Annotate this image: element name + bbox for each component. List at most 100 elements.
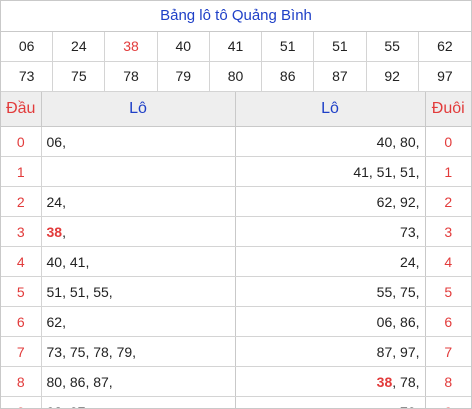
lo-number: 41 <box>69 253 86 270</box>
dau-cell: 2 <box>1 186 42 217</box>
duoi-cell: 8 <box>425 366 471 397</box>
table-row: 992, 97,79,9 <box>1 396 471 409</box>
dau-cell: 6 <box>1 306 42 337</box>
table-row: 0 06, 40, 80, 0 <box>1 126 471 157</box>
lo-number: 24 <box>400 253 416 270</box>
dau-cell: 9 <box>1 396 42 408</box>
number-cell: 51 <box>262 32 315 62</box>
header-duoi: Đuôi <box>425 92 471 127</box>
dau-cell: 0 <box>1 126 42 157</box>
lo-number: 86 <box>400 313 416 330</box>
lo-number: 78 <box>400 373 416 390</box>
lo-left-cell <box>41 156 236 187</box>
header-dau: Đầu <box>1 92 42 127</box>
lo-left-cell: 06, <box>41 126 236 157</box>
lo-number: 51 <box>46 283 63 300</box>
number-cell: 78 <box>105 62 158 92</box>
header-lo-right: Lô <box>235 92 426 127</box>
number-cell: 62 <box>418 32 471 62</box>
lo-number: 62 <box>376 193 393 210</box>
lo-right-cell: 38, 78, <box>235 366 426 397</box>
lo-number: 40 <box>46 253 63 270</box>
duoi-cell: 1 <box>425 156 471 187</box>
dau-cell: 1 <box>1 156 42 187</box>
lo-right-cell: 87, 97, <box>235 336 426 367</box>
lo-right-cell: 40, 80, <box>235 126 426 157</box>
table-body: 0 06, 40, 80, 0 1 41, 51, 51, 1 2 24, 62, 92, 2 3 38… <box>1 126 471 409</box>
number-grid: 06 24 38 40 41 51 51 55 62 73 75 78 79 80 86 87 92 97 <box>1 32 471 92</box>
number-cell: 41 <box>209 32 263 62</box>
dau-cell: 4 <box>1 246 42 277</box>
lo-number: 51 <box>376 163 393 180</box>
lo-number: 75 <box>69 343 86 360</box>
duoi-cell: 9 <box>425 396 471 408</box>
table-row: 2 24, 62, 92, 2 <box>1 186 471 217</box>
number-cell: 87 <box>314 62 367 92</box>
number-cell: 40 <box>157 32 210 62</box>
dau-cell: 5 <box>1 276 42 307</box>
lo-number: 92 <box>47 404 63 409</box>
table-row: 3 38, 73, 3 <box>1 216 471 247</box>
table-row: 5 51, 51, 55, 55, 75, 5 <box>1 276 471 307</box>
lo-number: 87 <box>93 373 109 390</box>
lo-right-cell: 79, <box>235 396 426 409</box>
lo-number: 73 <box>46 343 63 360</box>
lo-left-cell: 51, 51, 55, <box>41 276 236 307</box>
lo-number: 97 <box>70 404 86 409</box>
dau-cell: 3 <box>1 216 42 247</box>
lo-number: 79 <box>116 343 133 360</box>
number-cell: 75 <box>53 62 106 92</box>
lo-left-cell: 24, <box>41 186 236 217</box>
lo-number: 80 <box>400 133 416 150</box>
duoi-cell: 7 <box>425 336 471 367</box>
lo-number: 79 <box>400 404 416 409</box>
number-cell: 51 <box>314 32 367 62</box>
number-cell: 97 <box>418 62 471 92</box>
lo-left-cell: 40, 41, <box>41 246 236 277</box>
lo-left-cell: 73, 75, 78, 79, <box>41 336 236 367</box>
number-cell: 86 <box>262 62 315 92</box>
lo-number: 51 <box>400 163 416 180</box>
table-row: 1 41, 51, 51, 1 <box>1 156 471 187</box>
number-cell: 80 <box>209 62 263 92</box>
lo-number: 24 <box>46 193 63 210</box>
number-cell: 92 <box>366 62 419 92</box>
lo-number: 40 <box>376 133 393 150</box>
number-cell: 55 <box>366 32 419 62</box>
header-lo-left: Lô <box>41 92 236 127</box>
number-cell: 38 <box>105 32 158 62</box>
lo-number: 87 <box>376 343 393 360</box>
lo-number: 06 <box>46 133 63 150</box>
lo-number: 55 <box>376 283 393 300</box>
dau-cell: 7 <box>1 336 42 367</box>
duoi-cell: 3 <box>425 216 471 247</box>
duoi-cell: 4 <box>425 246 471 277</box>
lo-number: 86 <box>69 373 86 390</box>
lo-right-cell: 55, 75, <box>235 276 426 307</box>
lo-right-cell: 24, <box>235 246 426 277</box>
duoi-cell: 0 <box>425 126 471 157</box>
table-row: 6 62, 06, 86, 6 <box>1 306 471 337</box>
lo-number: 41 <box>353 163 369 180</box>
lo-number: 06 <box>376 313 393 330</box>
lo-number: 51 <box>69 283 86 300</box>
number-cell: 24 <box>53 32 106 62</box>
lo-right-cell: 62, 92, <box>235 186 426 217</box>
table-row: 8 80, 86, 87, 38, 78, 8 <box>1 366 471 397</box>
lo-right-cell: 73, <box>235 216 426 247</box>
lo-number: 73 <box>400 223 416 240</box>
lo-left-cell: 92, 97, <box>41 396 236 409</box>
number-cell: 73 <box>1 62 54 92</box>
lo-left-cell: 62, <box>41 306 236 337</box>
loto-table: Đầu Lô Lô Đuôi 0 06, 40, 80, 0 1 41, 51, 51, 1… <box>1 92 471 409</box>
dau-cell: 8 <box>1 366 42 397</box>
lo-left-cell: 38, <box>41 216 236 247</box>
lo-right-cell: 41, 51, 51, <box>235 156 426 187</box>
lo-right-cell: 06, 86, <box>235 306 426 337</box>
lo-number: 92 <box>400 193 416 210</box>
duoi-cell: 2 <box>425 186 471 217</box>
table-row: 4 40, 41, 24, 4 <box>1 246 471 277</box>
lo-left-cell: 80, 86, 87, <box>41 366 236 397</box>
lo-number: 97 <box>400 343 416 360</box>
